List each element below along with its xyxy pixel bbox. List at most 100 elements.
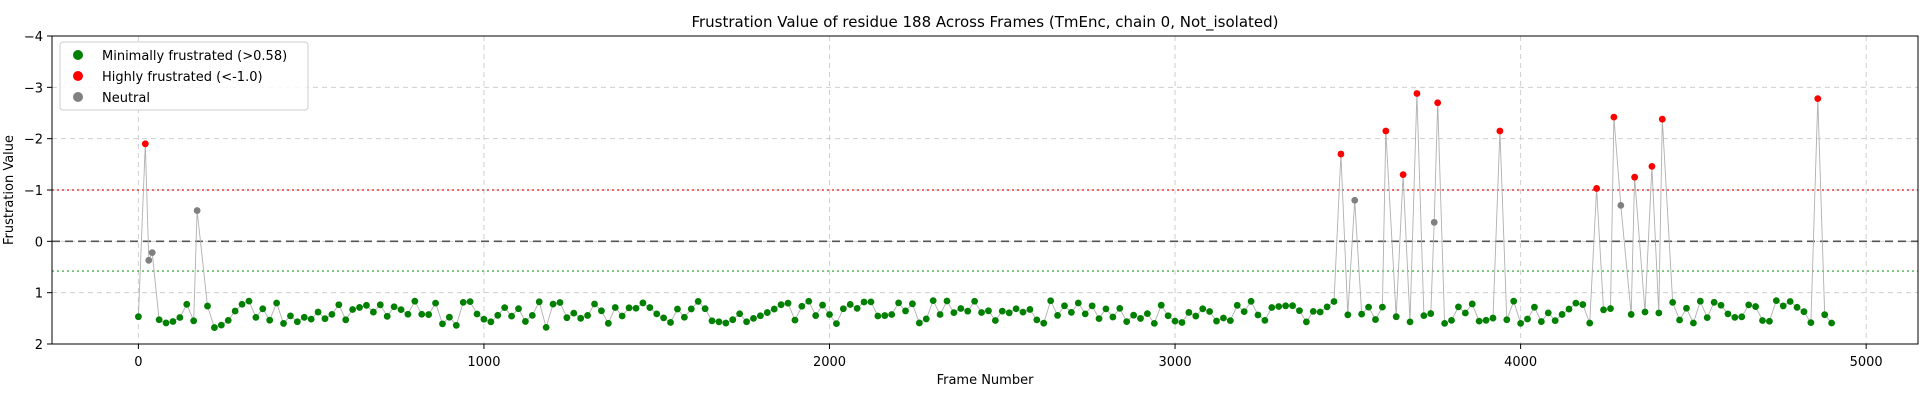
highly-frustrated-point	[1434, 99, 1442, 107]
neutral-point	[1617, 202, 1625, 209]
highly-frustrated-point	[1631, 173, 1639, 181]
minimally-frustrated-point	[155, 316, 163, 324]
minimally-frustrated-point	[805, 297, 813, 305]
minimally-frustrated-point	[1372, 316, 1379, 323]
x-tick-label: 4000	[1504, 355, 1537, 370]
minimally-frustrated-point	[1185, 309, 1193, 316]
minimally-frustrated-point	[729, 316, 737, 324]
minimally-frustrated-point	[1689, 319, 1697, 327]
y-tick-label: −4	[24, 30, 43, 45]
minimally-frustrated-point	[1489, 314, 1497, 322]
legend-marker-high	[73, 71, 83, 81]
minimally-frustrated-point	[349, 306, 357, 313]
minimally-frustrated-point	[1696, 297, 1704, 305]
minimally-frustrated-point	[363, 301, 370, 309]
minimally-frustrated-point	[1330, 298, 1338, 305]
minimally-frustrated-point	[259, 305, 267, 313]
minimally-frustrated-point	[1144, 310, 1151, 318]
minimally-frustrated-point	[556, 299, 564, 306]
highly-frustrated-point	[1593, 185, 1601, 192]
minimally-frustrated-point	[860, 298, 868, 306]
minimally-frustrated-point	[1074, 299, 1082, 307]
legend-marker-neutral	[73, 92, 83, 102]
minimally-frustrated-point	[1586, 319, 1594, 327]
minimally-frustrated-point	[1793, 303, 1801, 311]
minimally-frustrated-point	[680, 313, 688, 321]
x-tick-label: 2000	[813, 355, 846, 370]
minimally-frustrated-point	[1047, 297, 1055, 305]
minimally-frustrated-point	[204, 302, 211, 310]
minimally-frustrated-point	[991, 317, 999, 324]
minimally-frustrated-point	[812, 312, 820, 319]
minimally-frustrated-point	[369, 308, 377, 316]
minimally-frustrated-point	[881, 312, 889, 319]
minimally-frustrated-point	[1828, 319, 1836, 327]
minimally-frustrated-point	[1095, 315, 1103, 323]
x-tick-label: 1000	[467, 355, 500, 370]
minimally-frustrated-point	[763, 309, 771, 316]
minimally-frustrated-point	[915, 319, 923, 327]
minimally-frustrated-point	[1067, 308, 1075, 316]
minimally-frustrated-point	[211, 324, 218, 331]
legend-label-high: Highly frustrated (<-1.0)	[102, 70, 263, 85]
minimally-frustrated-point	[563, 314, 571, 322]
y-axis-label: Frustration Value	[2, 135, 17, 245]
minimally-frustrated-point	[501, 304, 509, 311]
highly-frustrated-point	[1382, 127, 1390, 135]
minimally-frustrated-point	[653, 310, 661, 318]
minimally-frustrated-point	[736, 310, 744, 318]
highly-frustrated-point	[1399, 171, 1407, 179]
y-tick-label: −3	[24, 81, 43, 96]
minimally-frustrated-point	[1199, 305, 1207, 313]
minimally-frustrated-point	[231, 307, 239, 315]
minimally-frustrated-point	[950, 309, 958, 317]
minimally-frustrated-point	[1406, 318, 1414, 326]
minimally-frustrated-point	[273, 299, 281, 307]
minimally-frustrated-point	[957, 305, 965, 312]
minimally-frustrated-point	[1323, 303, 1331, 311]
minimally-frustrated-point	[1192, 312, 1200, 320]
minimally-frustrated-point	[328, 311, 336, 318]
minimally-frustrated-point	[1282, 302, 1290, 310]
x-tick-label: 3000	[1159, 355, 1192, 370]
minimally-frustrated-point	[1316, 308, 1324, 316]
minimally-frustrated-point	[190, 317, 198, 325]
minimally-frustrated-point	[888, 311, 896, 318]
minimally-frustrated-point	[1164, 312, 1172, 320]
highly-frustrated-point	[1496, 127, 1504, 135]
minimally-frustrated-point	[1081, 310, 1089, 318]
minimally-frustrated-point	[598, 307, 605, 315]
minimally-frustrated-point	[570, 309, 578, 317]
highly-frustrated-point	[1610, 113, 1618, 121]
minimally-frustrated-point	[169, 318, 177, 325]
minimally-frustrated-point	[1475, 317, 1483, 325]
minimally-frustrated-point	[1531, 303, 1538, 311]
minimally-frustrated-point	[1019, 308, 1027, 316]
legend-box	[59, 41, 309, 111]
legend-marker-minimal	[73, 50, 83, 60]
minimally-frustrated-point	[874, 312, 882, 320]
minimally-frustrated-point	[701, 305, 709, 313]
minimally-frustrated-point	[964, 307, 972, 315]
minimally-frustrated-point	[252, 313, 260, 321]
minimally-frustrated-point	[1109, 313, 1117, 321]
axis-ticks: 0 1000 2000 3000 4000 5000 −4 −3 −2 −1 0 1 2	[24, 30, 1883, 370]
minimally-frustrated-point	[466, 298, 474, 306]
minimally-frustrated-point	[1544, 309, 1552, 317]
minimally-frustrated-point	[307, 315, 315, 323]
minimally-frustrated-point	[846, 301, 854, 308]
highly-frustrated-point	[1658, 115, 1666, 123]
minimally-frustrated-point	[1655, 309, 1663, 317]
legend: Minimally frustrated (>0.58) Highly frus…	[59, 41, 309, 111]
minimally-frustrated-point	[1517, 319, 1525, 327]
y-tick-label: 0	[35, 235, 43, 250]
minimally-frustrated-point	[798, 302, 806, 310]
minimally-frustrated-point	[487, 318, 495, 326]
minimally-frustrated-point	[1102, 305, 1110, 313]
minimally-frustrated-point	[1766, 317, 1773, 325]
minimally-frustrated-point	[867, 298, 875, 306]
minimally-frustrated-point	[1683, 304, 1690, 312]
minimally-frustrated-point	[1461, 309, 1469, 317]
minimally-frustrated-point	[494, 311, 502, 319]
minimally-frustrated-point	[611, 304, 619, 311]
